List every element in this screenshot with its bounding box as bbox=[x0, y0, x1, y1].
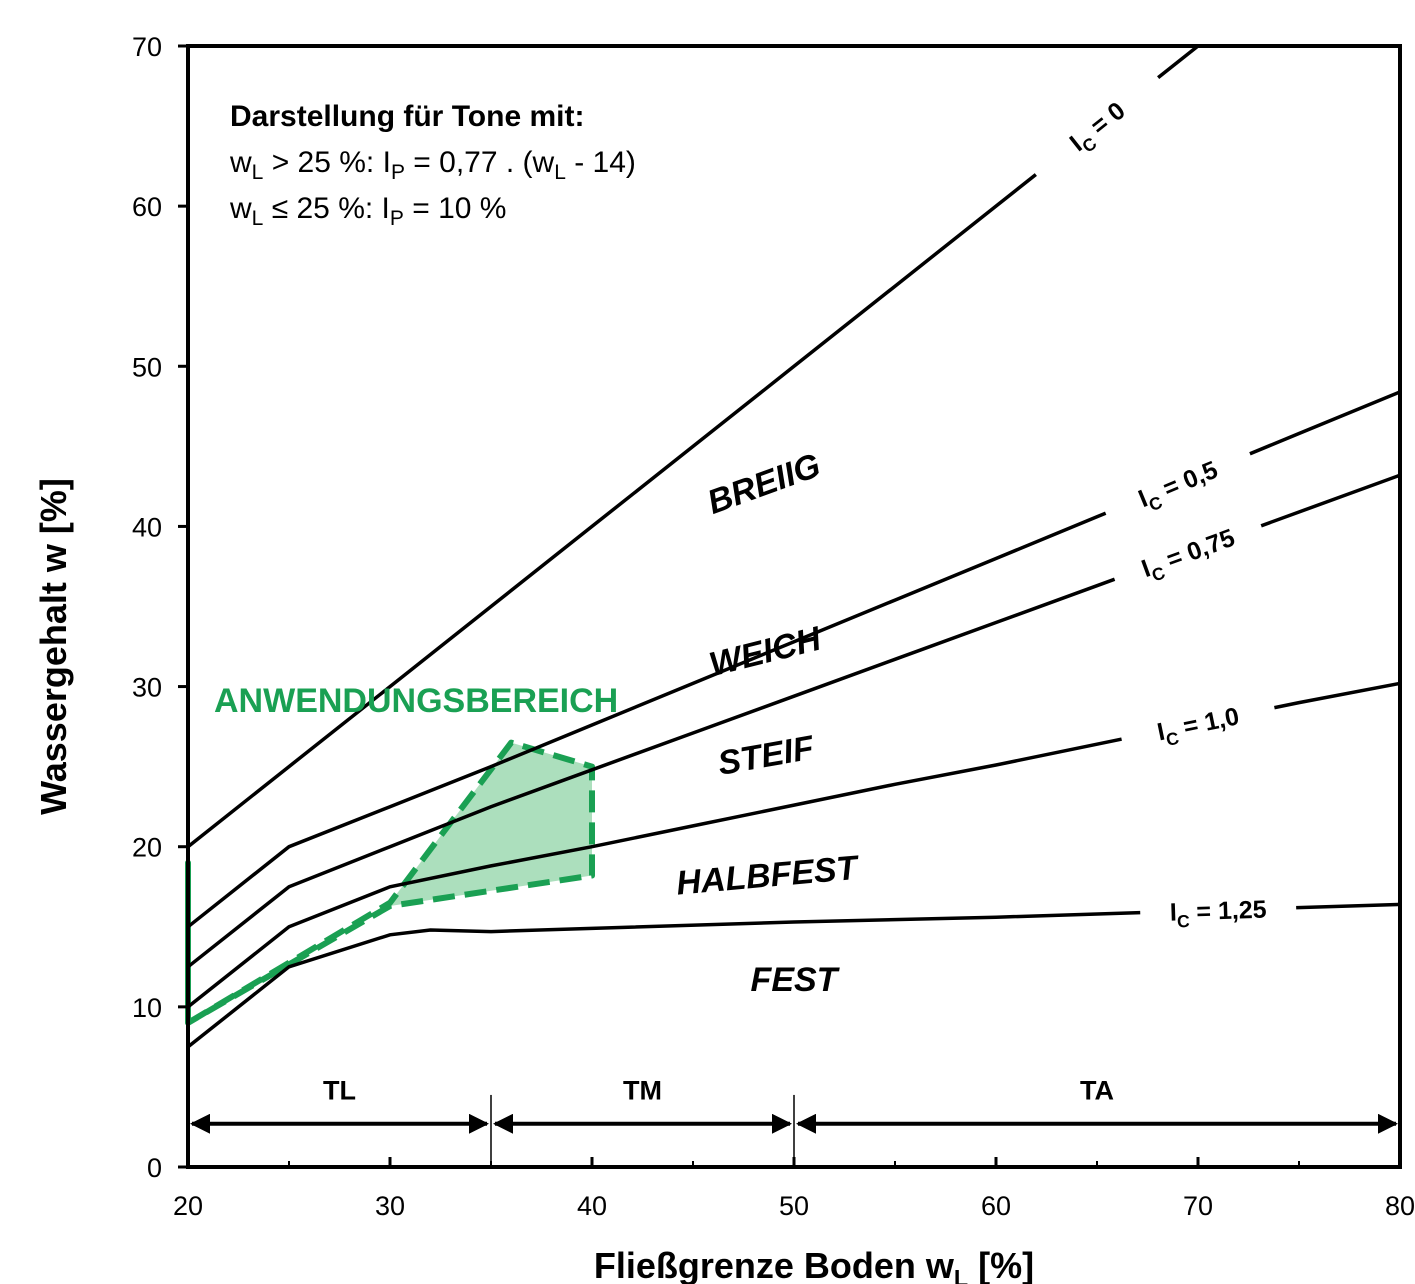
curve-label-gap-1 bbox=[1098, 435, 1258, 532]
zone-label-steif: STEIF bbox=[715, 729, 818, 783]
x-axis-title-main: Fließgrenze Boden w bbox=[594, 1245, 955, 1284]
y-tick-label-40: 40 bbox=[132, 512, 162, 542]
note-line-1-b: > 25 %: I bbox=[263, 146, 391, 179]
y-tick-label-30: 30 bbox=[132, 673, 162, 703]
note-line-2: wL ≤ 25 %: IP = 10 % bbox=[229, 192, 506, 230]
y-tick-label-70: 70 bbox=[132, 32, 162, 62]
x-tick-label-70: 70 bbox=[1183, 1191, 1213, 1221]
curve-label-group-3: IC = 1,0 bbox=[1117, 688, 1279, 759]
zone-label-weich: WEICH bbox=[706, 619, 827, 684]
curve-label-gap-3 bbox=[1117, 688, 1279, 759]
y-tick-label-0: 0 bbox=[147, 1153, 162, 1183]
application-area-label: ANWENDUNGSBEREICH bbox=[214, 682, 618, 720]
curve-label-gap-2 bbox=[1107, 507, 1269, 599]
note-line-1-c: = 0,77 . (w bbox=[405, 146, 555, 179]
curve-label-group-4: IC = 1,25 bbox=[1139, 887, 1297, 933]
note-title: Darstellung für Tone mit: bbox=[230, 100, 584, 133]
x-tick-label-30: 30 bbox=[375, 1191, 405, 1221]
note-line-2-a: w bbox=[229, 192, 252, 225]
y-axis-title: Wassergehalt w [%] bbox=[33, 478, 74, 815]
note-line-2-c: = 10 % bbox=[404, 192, 507, 225]
series-line-ic-4 bbox=[188, 902, 1400, 1049]
x-axis-title-sub: L bbox=[954, 1265, 968, 1284]
note-line-1: wL > 25 %: IP = 0,77 . (wL - 14) bbox=[229, 146, 636, 184]
note-line-2-a-sub: L bbox=[252, 207, 264, 230]
curve-label-4: IC = 1,25 bbox=[1169, 896, 1267, 932]
x-tick-label-50: 50 bbox=[779, 1191, 809, 1221]
y-tick-label-20: 20 bbox=[132, 833, 162, 863]
curve-label-gap-4 bbox=[1139, 887, 1297, 933]
y-tick-label-50: 50 bbox=[132, 352, 162, 382]
curve-label-value-4: = 1,25 bbox=[1189, 896, 1267, 926]
x-tick-label-80: 80 bbox=[1385, 1191, 1415, 1221]
application-area-polygon bbox=[185, 739, 595, 1026]
curve-label-group-0: IC = 0 bbox=[1023, 61, 1171, 191]
x-axis-title: Fließgrenze Boden wL [%] bbox=[594, 1245, 1034, 1284]
note-line-2-b-sub: P bbox=[390, 207, 404, 230]
y-tick-label-60: 60 bbox=[132, 192, 162, 222]
range-label-tm: TM bbox=[623, 1076, 662, 1106]
series-line-ic-0 bbox=[188, 46, 1400, 849]
zone-label-breiig: BREIIG bbox=[702, 446, 825, 522]
note-line-1-c-sub: L bbox=[554, 161, 566, 184]
x-tick-label-60: 60 bbox=[981, 1191, 1011, 1221]
note-line-1-b-sub: P bbox=[391, 161, 405, 184]
note-line-1-d: - 14) bbox=[566, 146, 636, 179]
y-tick-label-10: 10 bbox=[132, 993, 162, 1023]
zone-label-halbfest: HALBFEST bbox=[675, 849, 862, 903]
x-tick-label-20: 20 bbox=[173, 1191, 203, 1221]
note-line-2-b: ≤ 25 %: I bbox=[263, 192, 390, 225]
curve-label-sub-4: C bbox=[1177, 911, 1191, 931]
note-line-1-a: w bbox=[229, 146, 252, 179]
note-line-1-a-sub: L bbox=[252, 161, 264, 184]
curve-label-gap-0 bbox=[1023, 61, 1171, 191]
x-tick-label-40: 40 bbox=[577, 1191, 607, 1221]
range-label-tl: TL bbox=[323, 1076, 356, 1106]
x-axis-title-suffix: [%] bbox=[968, 1245, 1034, 1284]
curve-label-i-4: I bbox=[1169, 898, 1177, 926]
curve-label-sub-3: C bbox=[1164, 728, 1181, 750]
range-label-ta: TA bbox=[1080, 1076, 1114, 1106]
zone-label-fest: FEST bbox=[751, 961, 841, 999]
